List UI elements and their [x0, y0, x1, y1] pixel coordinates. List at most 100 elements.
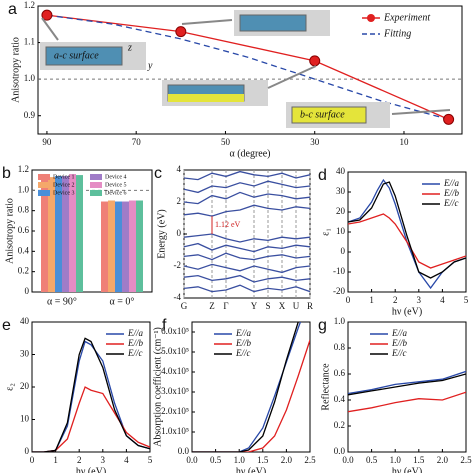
x-tick-label: 70: [132, 137, 142, 147]
x-axis-label: hν (eV): [236, 466, 266, 473]
legend-swatch: [38, 190, 50, 196]
legend-label: E//b: [443, 188, 459, 198]
x-tick-label: α = 0°: [110, 296, 135, 307]
legend-label: Experiment: [383, 12, 430, 23]
bar: [136, 200, 143, 292]
x-tick-label: X: [279, 301, 286, 311]
bar: [41, 175, 48, 292]
x-tick-label: 90: [42, 137, 52, 147]
bar: [48, 177, 55, 292]
plot-frame: [37, 5, 463, 135]
x-tick-label: 0.0: [342, 455, 354, 465]
y-tick-label: 10: [336, 226, 346, 236]
series-line: [192, 322, 302, 452]
legend-swatch: [38, 174, 50, 180]
annotation: y: [147, 60, 153, 71]
plot-area: [32, 337, 150, 452]
legend-label: Device 2: [53, 182, 75, 188]
panel-label: a: [8, 1, 17, 18]
crystal-face: [168, 94, 244, 102]
crystal-face: [291, 106, 367, 124]
x-axis-label: hν (eV): [392, 306, 422, 317]
y-axis-label: Absorption coefficient (cm⁻¹): [152, 327, 163, 447]
x-tick-label: 3: [101, 455, 106, 465]
y-tick-label: -10: [333, 266, 345, 276]
y-tick-label: 3.0x10⁵: [161, 386, 189, 396]
series-line: [192, 339, 310, 452]
y-tick-label: 4: [177, 164, 182, 174]
series-line: [184, 242, 310, 253]
arrow: [267, 65, 317, 89]
series-line: [348, 181, 466, 279]
x-axis-label: hν (eV): [392, 466, 422, 473]
y-tick-label: 6.0x10⁵: [161, 326, 189, 336]
arrow: [41, 17, 59, 41]
x-tick-label: 1.5: [413, 455, 425, 465]
x-tick-label: 2.5: [460, 455, 472, 465]
panel: c -4 -2 0 2 4 G Z Γ Y S X U R Energy (eV) 1.12 eV: [154, 164, 313, 311]
legend-label: Device 4: [105, 174, 127, 180]
x-tick-label: 1.0: [390, 455, 402, 465]
series-line: [184, 274, 310, 283]
x-tick-label: 1: [53, 455, 58, 465]
series-line: [184, 263, 310, 274]
bar: [115, 201, 122, 292]
bar: [101, 201, 108, 292]
y-tick-label: 1.2: [18, 164, 29, 174]
data-point: [309, 55, 321, 67]
plot-area: [348, 178, 466, 290]
panel: f 0.0 1.0x10⁵ 2.0x10⁵ 3.0x10⁵ 4.0x10⁵ 5.0x10⁵ 6…: [152, 317, 316, 473]
y-axis-label: ε₂: [4, 383, 15, 391]
x-tick-label: 1.0: [234, 455, 246, 465]
plot-area: [184, 170, 310, 293]
legend-label: E//c: [443, 198, 459, 208]
x-tick-label: 4: [440, 295, 445, 305]
y-axis-label: ε₁: [320, 228, 331, 236]
y-tick-label: 0.8: [334, 342, 346, 352]
bar: [62, 176, 69, 292]
legend-swatch: [38, 182, 50, 188]
legend-label: Device 5: [105, 182, 127, 188]
series-line: [184, 170, 310, 181]
legend-label: E//a: [391, 328, 407, 338]
data-point: [41, 9, 53, 21]
legend-label: E//b: [391, 338, 407, 348]
y-tick-label: 0.2: [18, 266, 29, 276]
panel-label: b: [2, 165, 11, 182]
y-tick-label: 1.0x10⁵: [161, 426, 189, 436]
series-line: [46, 14, 449, 120]
panel: g 0.0 0.2 0.4 0.6 0.8 1.0 0.0 0.5 1.0 1.5 2.0 2.5 Ref…: [318, 316, 472, 473]
y-tick-label: 0.9: [24, 110, 36, 120]
y-tick-label: 0: [177, 228, 182, 238]
legend-label: Device 3: [53, 190, 75, 196]
legend-label: E//b: [127, 338, 143, 348]
series-line: [348, 391, 466, 413]
panel: d -20 -10 0 10 20 30 40 0 1 2 3 4 5 ε₁ hν (eV) E//aE//bE…: [318, 166, 469, 317]
y-tick-label: 10: [20, 414, 30, 424]
y-tick-label: 30: [20, 349, 30, 359]
series-line: [46, 14, 449, 120]
x-tick-label: 5: [464, 295, 469, 305]
x-tick-label: 0.5: [210, 455, 222, 465]
annotation: b-c surface: [300, 109, 345, 120]
x-tick-label: 1: [369, 295, 374, 305]
y-tick-label: 40: [336, 166, 346, 176]
x-tick-label: α = 90°: [47, 296, 77, 307]
y-tick-label: 1.0: [334, 316, 346, 326]
y-axis-label: Energy (eV): [156, 209, 167, 259]
legend-label: E//a: [235, 328, 251, 338]
series-line: [184, 233, 310, 243]
x-axis-label: α (degree): [229, 148, 270, 159]
y-tick-label: 1.1: [24, 37, 35, 47]
series-line: [32, 386, 150, 452]
y-tick-label: 40: [20, 316, 30, 326]
legend-label: E//b: [235, 338, 251, 348]
y-tick-label: 0: [341, 246, 346, 256]
arrow: [391, 109, 451, 115]
x-tick-label: 0: [346, 295, 351, 305]
series-line: [184, 252, 310, 261]
y-tick-label: 0.0: [178, 446, 190, 456]
legend-swatch: [90, 182, 102, 188]
legend-marker: [367, 14, 375, 22]
